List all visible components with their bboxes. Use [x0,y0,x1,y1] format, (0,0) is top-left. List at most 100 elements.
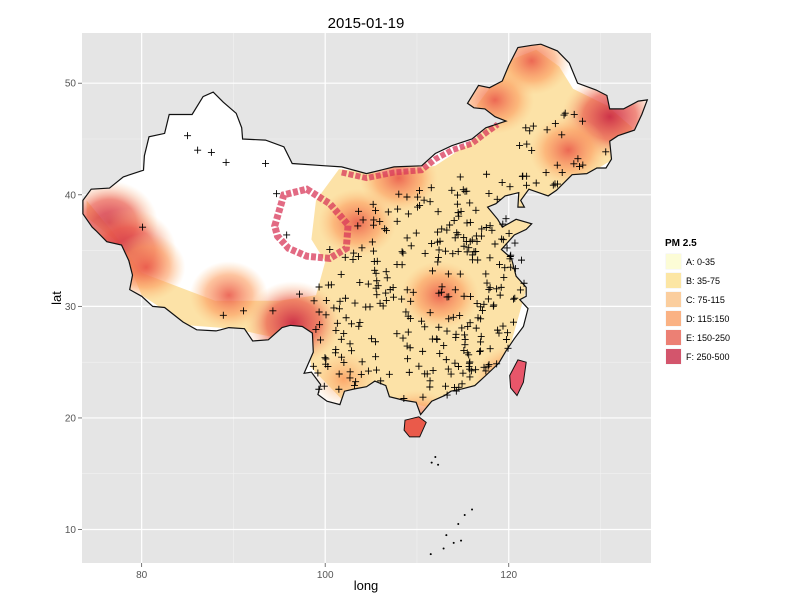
station-marker [356,318,364,326]
station-marker [455,212,463,220]
station-marker [436,350,444,358]
station-marker [483,279,491,287]
south-sea-islets [429,456,474,556]
station-marker [448,186,456,194]
station-marker [468,236,476,244]
station-marker [486,222,494,230]
station-marker [496,261,504,269]
station-marker [404,328,412,336]
station-marker [455,383,463,391]
station-marker [384,208,392,216]
station-marker [493,360,501,368]
x-axis-ticks: 80 100 120 [136,563,518,581]
station-marker [393,217,401,225]
station-marker [373,291,381,299]
station-marker [465,363,473,371]
station-marker [341,253,349,261]
station-marker [407,297,415,305]
station-marker [480,363,488,371]
station-marker [324,281,332,289]
legend-swatch [666,273,681,288]
station-marker [558,131,566,139]
station-marker [283,231,291,239]
station-marker [466,358,474,366]
station-marker [488,226,496,234]
station-marker [412,229,420,237]
station-marker [324,363,332,371]
station-marker [446,221,454,229]
islet-dot [457,522,460,525]
legend-swatch [666,292,681,307]
station-marker [526,127,534,135]
station-marker [449,313,457,321]
x-tick-label: 80 [136,570,148,581]
station-marker [368,335,376,343]
station-marker [454,363,462,371]
station-marker [322,355,330,363]
station-marker [463,248,471,256]
islet-dot [437,463,440,466]
station-marker [382,297,390,305]
islet-dot [434,456,437,458]
station-marker [402,308,410,316]
station-marker [509,318,517,326]
station-marker [382,289,390,297]
station-marker [372,353,380,361]
station-marker [551,180,559,188]
station-marker [332,346,340,354]
station-marker [473,237,481,245]
station-marker [494,326,502,334]
station-marker [296,290,304,298]
station-marker [459,369,467,377]
station-marker [472,366,480,374]
station-marker [371,266,379,274]
station-marker [330,304,338,312]
station-markers [139,109,610,403]
y-axis-ticks: 10 20 30 40 50 [65,79,82,536]
station-marker [340,330,348,338]
y-tick-label: 30 [65,302,77,313]
station-marker [346,374,354,382]
station-marker [507,251,515,259]
station-marker [403,342,411,350]
station-marker [395,190,403,198]
station-marker [516,286,524,294]
station-marker [442,356,450,364]
station-marker [438,225,446,233]
station-marker [551,120,559,128]
station-marker [382,226,390,234]
islet-dot [429,553,432,556]
station-marker [420,196,428,204]
station-marker [473,299,481,307]
station-marker [364,367,372,375]
station-marker [316,321,324,329]
station-marker [398,295,406,303]
station-marker [434,258,442,266]
station-marker [426,198,434,206]
station-marker [381,225,389,233]
station-marker [478,225,486,233]
station-marker [398,261,406,269]
station-marker [506,255,514,263]
islet-dot [463,514,466,517]
islet-dot [445,534,448,537]
station-marker [505,229,513,237]
station-marker [553,161,561,169]
station-marker [511,294,519,302]
station-marker [438,283,446,291]
pm25-hotspot [400,261,480,330]
station-marker [463,219,471,227]
station-marker [419,393,427,401]
station-marker [467,367,475,375]
legend-title: PM 2.5 [665,238,697,249]
station-marker [354,222,362,230]
station-marker [501,264,509,272]
station-marker [421,249,429,257]
x-axis-label: long [354,578,379,593]
station-marker [341,294,349,302]
station-marker [485,189,493,197]
station-marker [371,338,379,346]
station-marker [372,366,380,374]
station-marker [429,367,437,375]
station-marker [403,286,411,294]
